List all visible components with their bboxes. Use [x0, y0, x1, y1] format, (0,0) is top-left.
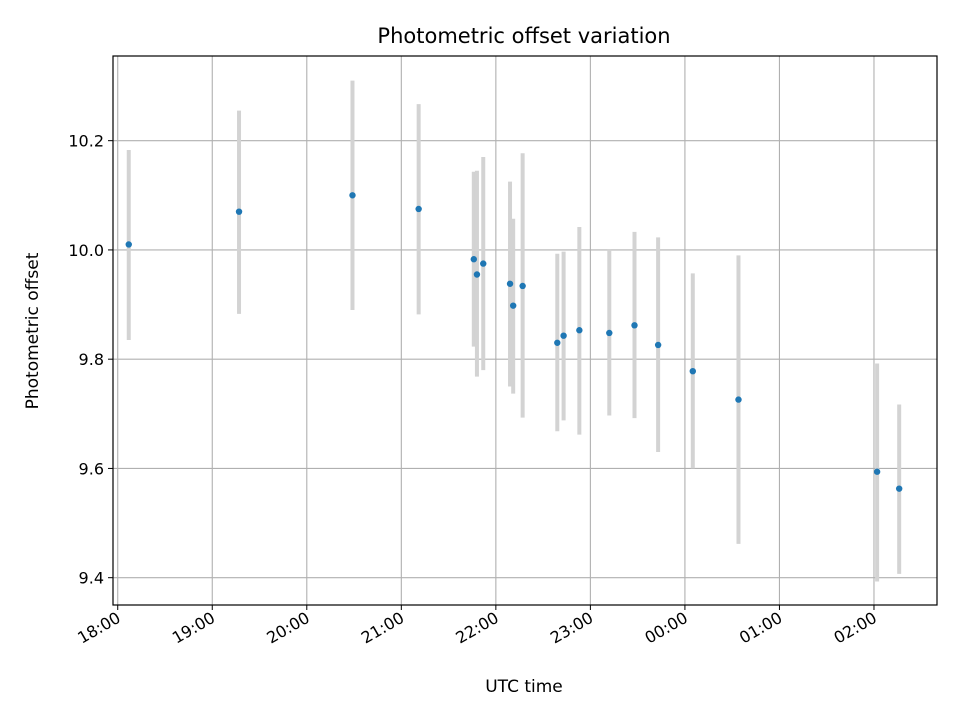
data-point: [560, 332, 567, 339]
plot-frame: [112, 55, 938, 606]
data-point: [125, 241, 132, 248]
data-points: [125, 192, 903, 492]
data-point: [895, 485, 903, 492]
y-tick-label: 9.4: [79, 569, 104, 588]
y-tick-label: 9.8: [79, 350, 104, 369]
data-point: [415, 205, 422, 213]
data-point: [554, 339, 561, 346]
y-axis-ticks: 9.4 9.6 9.8 10.0 10.2: [68, 132, 113, 588]
y-axis-label: Photometric offset: [23, 252, 43, 409]
data-point: [654, 341, 662, 349]
data-point: [519, 282, 526, 290]
y-tick-label: 10.0: [68, 241, 104, 260]
x-axis-label: UTC time: [485, 677, 563, 697]
chart-title: Photometric offset variation: [377, 24, 670, 48]
data-point: [689, 367, 696, 375]
y-tick-label: 10.2: [68, 132, 104, 151]
data-point: [873, 468, 881, 475]
data-point: [509, 302, 517, 309]
data-point: [576, 327, 583, 334]
data-point: [235, 208, 243, 215]
y-tick-label: 9.6: [79, 459, 104, 478]
data-point: [506, 280, 514, 287]
data-point: [480, 260, 487, 267]
grid: [113, 56, 937, 605]
data-point: [470, 256, 477, 263]
data-point: [735, 396, 742, 403]
data-point: [349, 192, 356, 199]
data-point: [606, 329, 613, 337]
data-point: [631, 322, 638, 329]
data-point: [473, 271, 481, 278]
